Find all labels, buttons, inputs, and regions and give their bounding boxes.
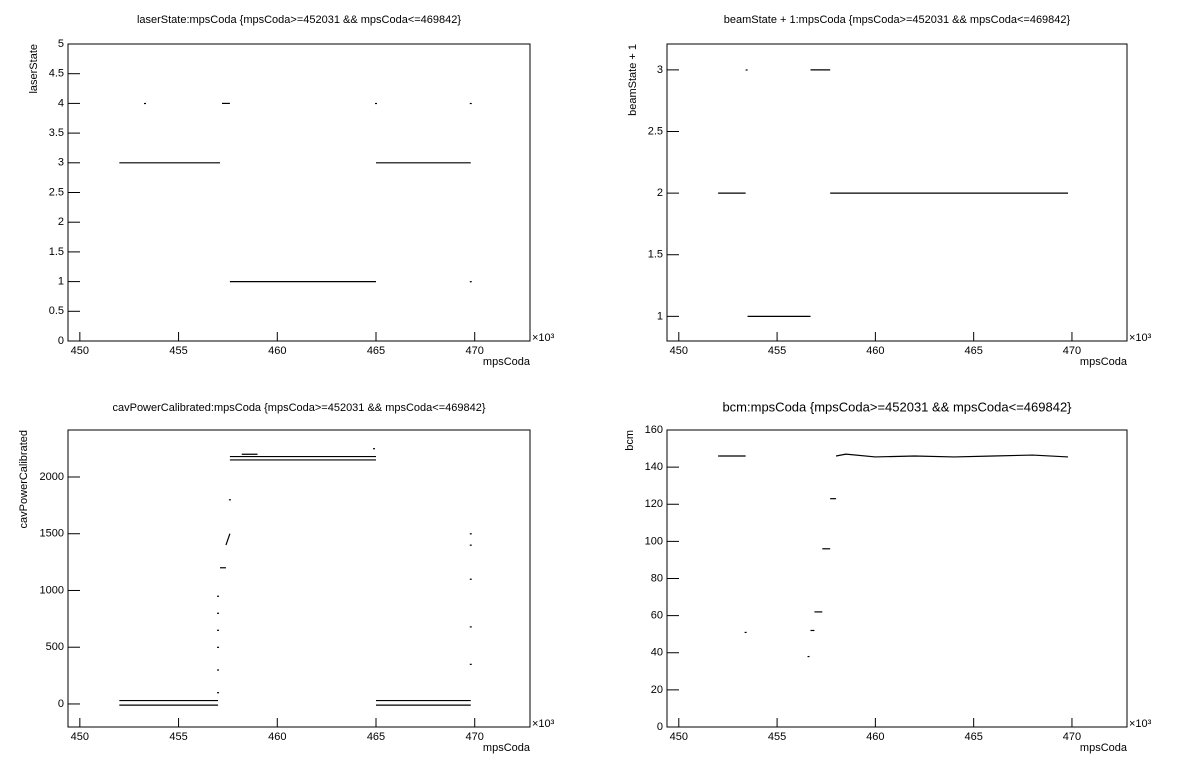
x-tick-label: 450 <box>71 731 89 743</box>
y-tick-label: 20 <box>651 684 663 696</box>
x-tick-label: 460 <box>866 731 884 743</box>
chart-title: bcm:mpsCoda {mpsCoda>=452031 && mpsCoda<… <box>722 399 1072 414</box>
point <box>744 631 747 634</box>
point <box>144 102 146 105</box>
x-tick-label: 450 <box>670 345 688 357</box>
point <box>745 69 748 71</box>
y-tick-label: 1.5 <box>648 249 663 261</box>
x-multiplier: ×10³ <box>1129 718 1152 730</box>
y-tick-label: 1500 <box>40 528 64 540</box>
y-axis-label: laserState <box>28 44 40 94</box>
data-line <box>835 453 1069 458</box>
x-tick-label: 455 <box>768 345 786 357</box>
chart-title: laserState:mpsCoda {mpsCoda>=452031 && m… <box>137 14 461 26</box>
y-tick-label: 140 <box>645 461 663 473</box>
x-tick-label: 460 <box>268 345 286 357</box>
y-tick-label: 40 <box>651 647 663 659</box>
point <box>469 626 472 628</box>
y-tick-label: 0 <box>58 698 64 710</box>
point <box>469 533 472 535</box>
x-tick-label: 470 <box>1063 345 1081 357</box>
x-tick-label: 465 <box>367 345 385 357</box>
y-tick-label: 2 <box>58 216 64 228</box>
y-tick-label: 1 <box>657 310 663 322</box>
chart-title: cavPowerCalibrated:mpsCoda {mpsCoda>=452… <box>112 402 485 414</box>
point <box>469 578 472 580</box>
y-tick-label: 0.5 <box>49 305 64 317</box>
y-tick-label: 0 <box>657 721 663 733</box>
chart-title: beamState + 1:mpsCoda {mpsCoda>=452031 &… <box>724 14 1071 26</box>
y-tick-label: 4 <box>58 97 64 109</box>
y-tick-label: 1 <box>58 276 64 288</box>
x-axis-label: mpsCoda <box>1080 742 1128 754</box>
y-tick-label: 100 <box>645 535 663 547</box>
x-tick-label: 455 <box>768 731 786 743</box>
x-tick-label: 470 <box>466 731 484 743</box>
y-tick-label: 160 <box>645 424 663 436</box>
point <box>217 612 220 614</box>
point <box>217 692 220 694</box>
point <box>375 102 377 105</box>
x-tick-label: 450 <box>670 731 688 743</box>
x-tick-label: 470 <box>1063 731 1081 743</box>
y-tick-label: 80 <box>651 572 663 584</box>
point <box>217 595 220 597</box>
y-tick-label: 3 <box>657 64 663 76</box>
x-axis-label: mpsCoda <box>1080 356 1128 368</box>
y-axis-label: cavPowerCalibrated <box>18 430 30 528</box>
point <box>228 499 231 501</box>
x-tick-label: 470 <box>466 345 484 357</box>
point <box>217 646 220 648</box>
point <box>807 655 810 658</box>
y-tick-label: 60 <box>651 610 663 622</box>
y-axis-label: beamState + 1 <box>627 44 639 116</box>
point <box>469 544 472 546</box>
y-tick-label: 2000 <box>40 471 64 483</box>
y-tick-label: 2 <box>657 187 663 199</box>
y-tick-label: 3.5 <box>49 127 64 139</box>
point <box>217 629 220 631</box>
y-tick-label: 5 <box>58 38 64 50</box>
point <box>217 669 220 671</box>
frame <box>67 429 531 728</box>
y-tick-label: 2.5 <box>49 186 64 198</box>
x-tick-label: 460 <box>268 731 286 743</box>
x-tick-label: 450 <box>71 345 89 357</box>
point <box>469 663 472 665</box>
y-tick-label: 0 <box>58 335 64 347</box>
x-axis-label: mpsCoda <box>483 742 531 754</box>
y-tick-label: 1.5 <box>49 246 64 258</box>
x-multiplier: ×10³ <box>532 332 555 344</box>
x-tick-label: 460 <box>866 345 884 357</box>
x-tick-label: 465 <box>367 731 385 743</box>
point <box>373 448 376 450</box>
y-tick-label: 3 <box>58 157 64 169</box>
x-tick-label: 465 <box>964 731 982 743</box>
point <box>469 102 472 105</box>
x-multiplier: ×10³ <box>532 718 555 730</box>
data-line <box>225 533 231 546</box>
frame <box>67 43 531 342</box>
x-tick-label: 465 <box>964 345 982 357</box>
frame <box>666 43 1128 342</box>
x-axis-label: mpsCoda <box>483 356 531 368</box>
y-tick-label: 2.5 <box>648 125 663 137</box>
y-tick-label: 4.5 <box>49 68 64 80</box>
y-tick-label: 120 <box>645 498 663 510</box>
y-axis-label: bcm <box>624 430 636 451</box>
y-tick-label: 1000 <box>40 584 64 596</box>
x-multiplier: ×10³ <box>1129 332 1152 344</box>
x-tick-label: 455 <box>169 731 187 743</box>
x-tick-label: 455 <box>169 345 187 357</box>
y-tick-label: 500 <box>46 641 64 653</box>
point <box>469 281 472 283</box>
frame <box>666 429 1128 728</box>
